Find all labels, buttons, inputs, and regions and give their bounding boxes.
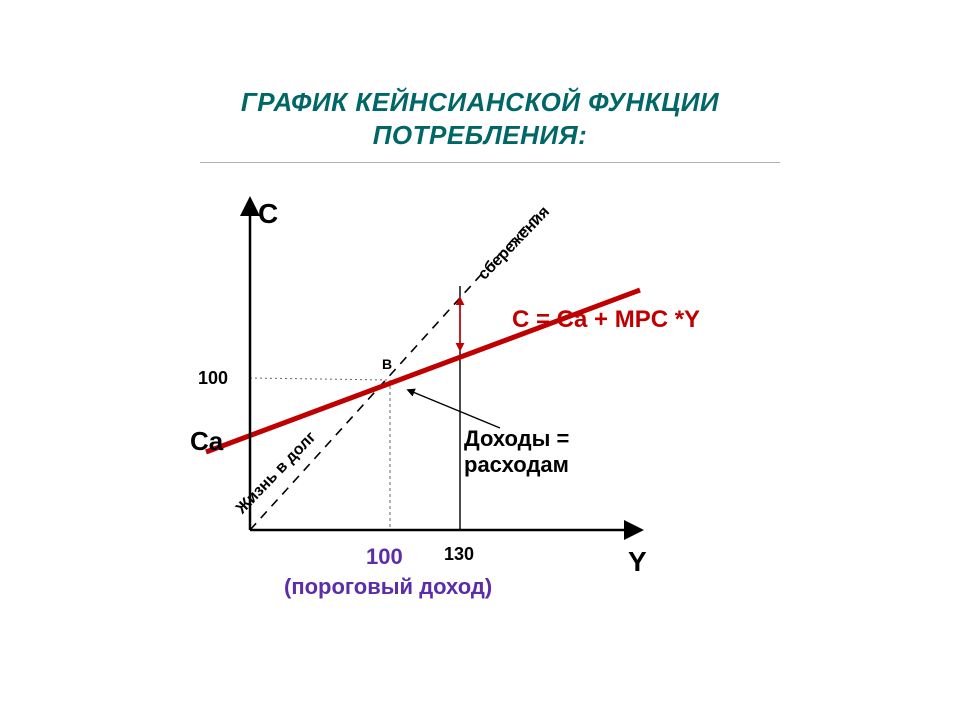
- consumption-function-chart: C Y 100 Ca B 100 130 (пороговый доход) C…: [220, 210, 780, 590]
- x-tick-130: 130: [444, 544, 474, 565]
- income-eq-expenditure-label: Доходы = расходам: [464, 426, 569, 479]
- x-tick-100: 100: [366, 544, 403, 570]
- ca-label: Ca: [190, 426, 223, 457]
- title-line-1: ГРАФИК КЕЙНСИАНСКОЙ ФУНКЦИИ: [241, 87, 719, 117]
- x-axis-label: Y: [628, 546, 647, 578]
- title-underline: [200, 162, 780, 163]
- y-axis-label: C: [258, 198, 278, 230]
- income-eq-line2: расходам: [464, 452, 569, 477]
- y-tick-100: 100: [198, 368, 228, 389]
- slide-title: ГРАФИК КЕЙНСИАНСКОЙ ФУНКЦИИ ПОТРЕБЛЕНИЯ:: [0, 86, 960, 151]
- dotted-100-to-B: [250, 378, 390, 380]
- threshold-income-label: (пороговый доход): [284, 574, 492, 600]
- consumption-equation: C = Ca + MPC *Y: [512, 306, 700, 334]
- point-B-label: B: [382, 356, 392, 372]
- title-line-2: ПОТРЕБЛЕНИЯ:: [373, 120, 588, 150]
- income-equals-expenditure-arrow: [408, 390, 500, 428]
- income-eq-line1: Доходы =: [464, 426, 569, 451]
